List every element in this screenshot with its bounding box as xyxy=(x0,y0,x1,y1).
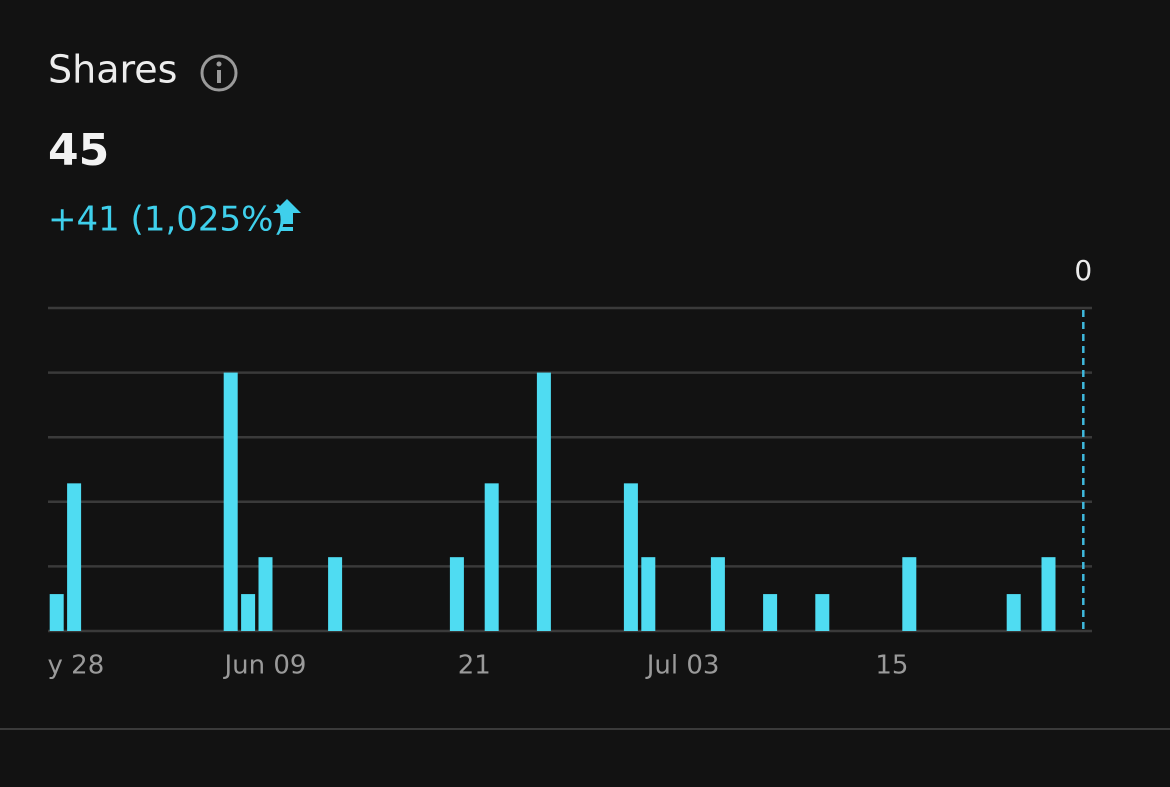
bar xyxy=(536,372,551,631)
bar xyxy=(763,594,778,631)
bar xyxy=(223,372,238,631)
bar xyxy=(1006,594,1021,631)
info-icon[interactable] xyxy=(200,54,238,92)
bar xyxy=(623,483,638,631)
bar xyxy=(641,557,656,631)
chart-title: Shares xyxy=(48,48,177,92)
x-tick-label: Jul 03 xyxy=(645,651,720,681)
bar xyxy=(449,557,464,631)
bar xyxy=(815,594,830,631)
bar xyxy=(902,557,917,631)
x-tick-label: 21 xyxy=(458,651,491,681)
cursor-value: 0 xyxy=(1074,254,1092,287)
bar xyxy=(67,483,82,631)
bar xyxy=(1041,557,1056,631)
x-axis-labels: May 28 Jun 09 21 Jul 03 15 xyxy=(9,651,908,681)
x-tick-label: Jun 09 xyxy=(223,651,307,681)
x-tick-label: May 28 xyxy=(9,651,104,681)
bar xyxy=(241,594,256,631)
bar xyxy=(49,594,64,631)
up-arrow-icon xyxy=(273,199,301,231)
change-value: +41 (1,025%) xyxy=(48,200,287,240)
total-value: 45 xyxy=(48,125,109,176)
plot: May 28 Jun 09 21 Jul 03 15 0 xyxy=(9,254,1092,681)
bar xyxy=(710,557,725,631)
bar xyxy=(484,483,499,631)
bar xyxy=(258,557,273,631)
x-tick-label: 15 xyxy=(875,651,908,681)
bar xyxy=(328,557,343,631)
